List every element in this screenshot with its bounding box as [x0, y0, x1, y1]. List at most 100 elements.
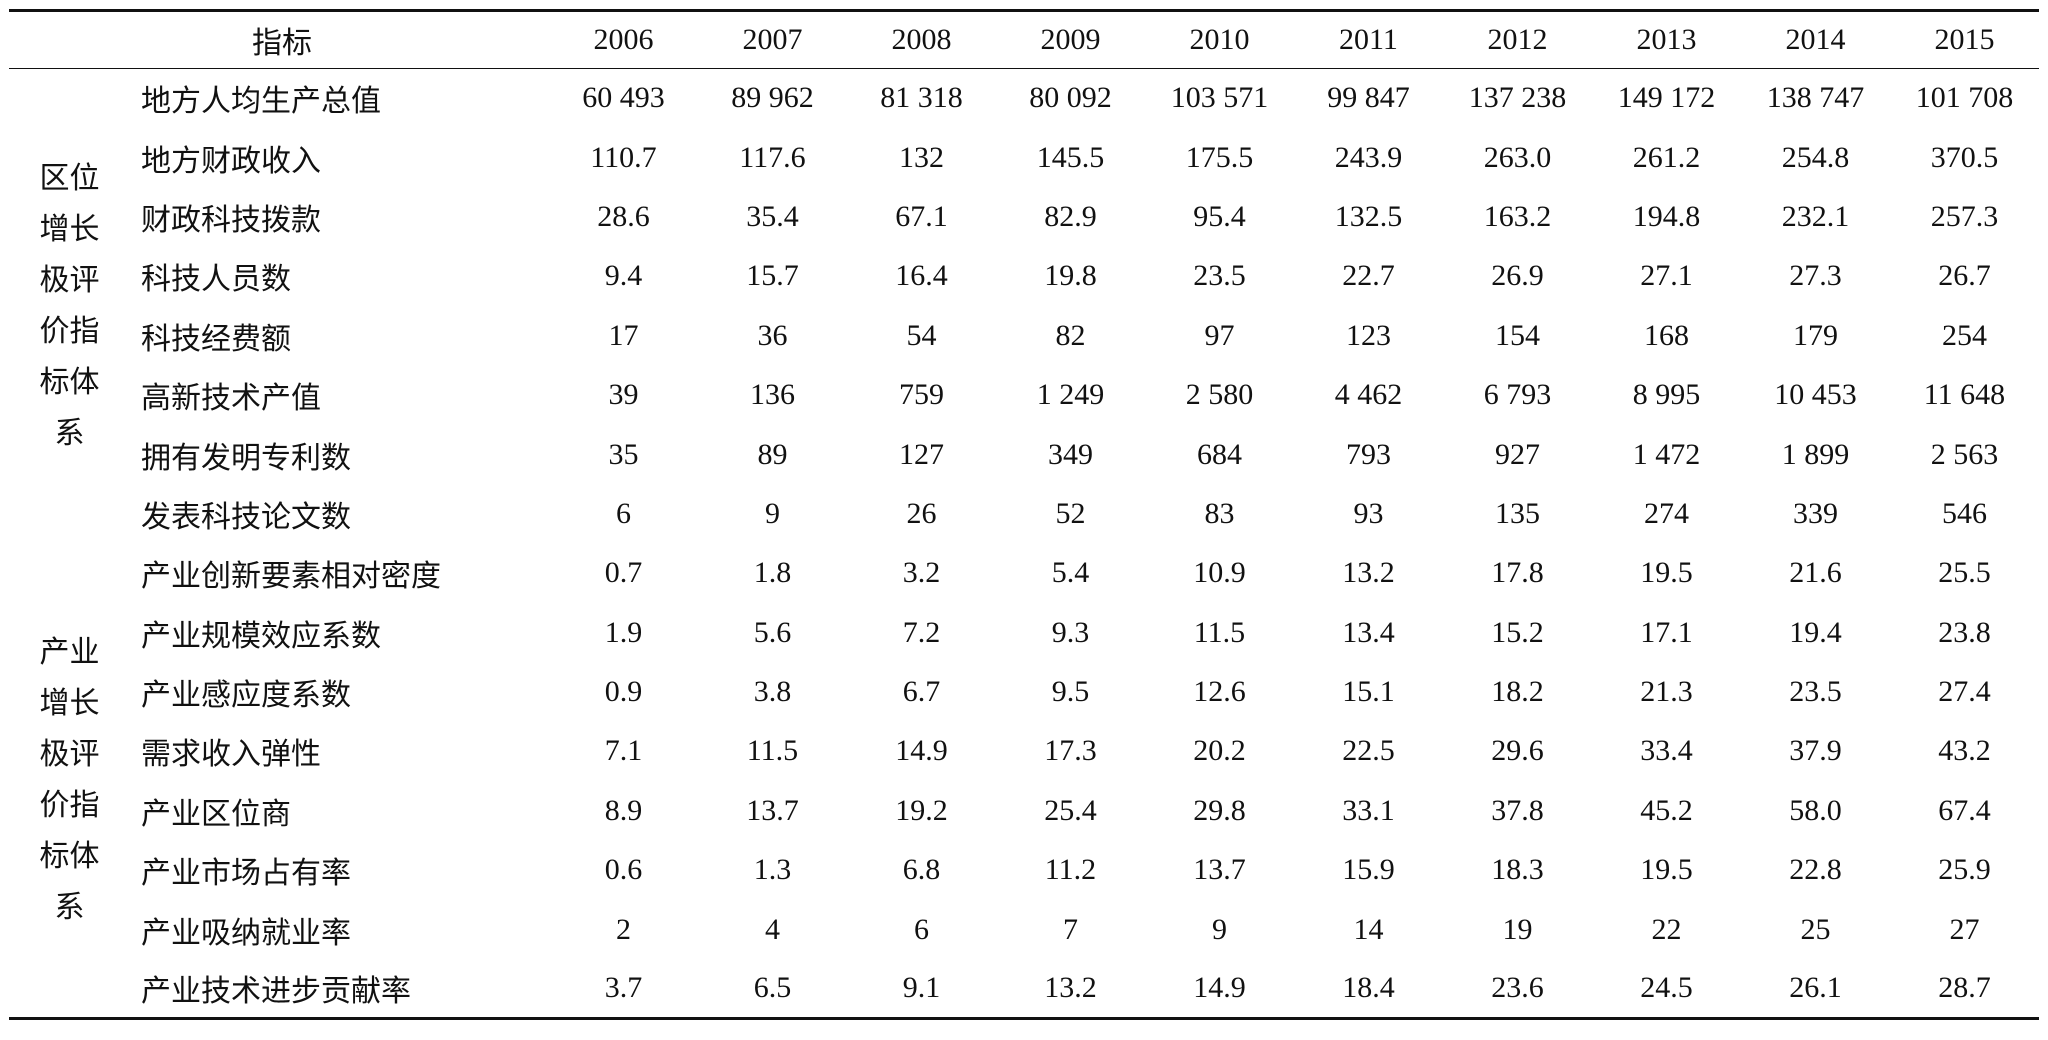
value-cell: 2 563	[1930, 437, 1999, 471]
value-cell: 4	[765, 912, 780, 946]
table-row: 需求收入弹性 7.1 11.5 14.9 17.3 20.2 22.5 29.6 33.4 37.…	[9, 722, 2039, 781]
value-cell: 80 092	[1029, 81, 1112, 115]
value-cell: 13.2	[1342, 556, 1395, 590]
value-cell: 8 995	[1632, 378, 1701, 412]
year-header: 2006	[593, 23, 654, 56]
data-table: 指标 2006 2007 2008 2009 2010 2011 2012 2013 2014 20…	[9, 9, 2039, 1020]
group-label: 产业增长极评价指标体系	[39, 636, 100, 925]
value-cell: 20.2	[1193, 734, 1246, 768]
year-header: 2009	[1040, 23, 1101, 56]
year-header: 2013	[1636, 23, 1697, 56]
value-cell: 927	[1495, 437, 1540, 471]
table-row: 产业技术进步贡献率 3.7 6.5 9.1 13.2 14.9 18.4 23.6 24.5 26…	[9, 959, 2039, 1019]
table-row: 产业感应度系数 0.9 3.8 6.7 9.5 12.6 15.1 18.2 21.3 23.5 2…	[9, 662, 2039, 721]
value-cell: 99 847	[1327, 81, 1410, 115]
value-cell: 23.5	[1193, 259, 1246, 293]
value-cell: 23.6	[1491, 971, 1544, 1005]
value-cell: 13.7	[1193, 853, 1246, 887]
value-cell: 15.9	[1342, 853, 1395, 887]
year-header: 2015	[1934, 23, 1995, 56]
value-cell: 9.1	[902, 971, 941, 1005]
value-cell: 349	[1048, 437, 1093, 471]
value-cell: 10 453	[1774, 378, 1857, 412]
value-cell: 43.2	[1938, 734, 1991, 768]
value-cell: 17.8	[1491, 556, 1544, 590]
value-cell: 21.3	[1640, 675, 1693, 709]
value-cell: 6.7	[902, 675, 941, 709]
value-cell: 28.6	[597, 199, 650, 233]
header-row: 指标 2006 2007 2008 2009 2010 2011 2012 2013 2014 20…	[9, 10, 2039, 69]
value-cell: 257.3	[1930, 199, 1999, 233]
value-cell: 97	[1204, 318, 1235, 352]
indicator-name: 产业规模效应系数	[141, 619, 381, 653]
indicator-name: 高新技术产值	[141, 382, 321, 416]
value-cell: 684	[1197, 437, 1242, 471]
value-cell: 135	[1495, 496, 1540, 530]
value-cell: 163.2	[1483, 199, 1552, 233]
value-cell: 254.8	[1781, 140, 1850, 174]
value-cell: 22.7	[1342, 259, 1395, 293]
value-cell: 5.6	[753, 615, 792, 649]
value-cell: 6	[616, 496, 631, 530]
value-cell: 6	[914, 912, 929, 946]
value-cell: 13.2	[1044, 971, 1097, 1005]
table-row: 产业吸纳就业率 2 4 6 7 9 14 19 22 25 27	[9, 900, 2039, 959]
indicator-name: 地方人均生产总值	[141, 85, 381, 119]
value-cell: 127	[899, 437, 944, 471]
value-cell: 15.1	[1342, 675, 1395, 709]
table-row: 拥有发明专利数 35 89 127 349 684 793 927 1 472 1 899 2 56…	[9, 425, 2039, 484]
value-cell: 17	[608, 318, 639, 352]
table-row: 地方财政收入 110.7 117.6 132 145.5 175.5 243.9 263.0 2…	[9, 128, 2039, 187]
indicator-name: 地方财政收入	[141, 144, 321, 178]
value-cell: 2 580	[1185, 378, 1254, 412]
value-cell: 132.5	[1334, 199, 1403, 233]
value-cell: 36	[757, 318, 788, 352]
value-cell: 18.2	[1491, 675, 1544, 709]
value-cell: 13.4	[1342, 615, 1395, 649]
value-cell: 19.2	[895, 793, 948, 827]
value-cell: 175.5	[1185, 140, 1254, 174]
value-cell: 793	[1346, 437, 1391, 471]
value-cell: 25.5	[1938, 556, 1991, 590]
indicator-name: 发表科技论文数	[141, 500, 351, 534]
value-cell: 23.8	[1938, 615, 1991, 649]
value-cell: 0.6	[604, 853, 643, 887]
value-cell: 123	[1346, 318, 1391, 352]
table-row: 产业增长极评价指标体系 产业创新要素相对密度 0.7 1.8 3.2 5.4 10.9 13.…	[9, 544, 2039, 924]
table-row: 产业区位商 8.9 13.7 19.2 25.4 29.8 33.1 37.8 45.2 58.0…	[9, 781, 2039, 840]
value-cell: 37.9	[1789, 734, 1842, 768]
value-cell: 370.5	[1930, 140, 1999, 174]
value-cell: 33.4	[1640, 734, 1693, 768]
year-header: 2014	[1785, 23, 1846, 56]
value-cell: 7.2	[902, 615, 941, 649]
value-cell: 95.4	[1193, 199, 1246, 233]
value-cell: 11.5	[746, 734, 799, 768]
indicator-name: 财政科技拨款	[141, 203, 321, 237]
value-cell: 263.0	[1483, 140, 1552, 174]
value-cell: 6.8	[902, 853, 941, 887]
value-cell: 17.1	[1640, 615, 1693, 649]
value-cell: 138 747	[1766, 81, 1865, 115]
value-cell: 19	[1502, 912, 1533, 946]
value-cell: 145.5	[1036, 140, 1105, 174]
value-cell: 1 472	[1632, 437, 1701, 471]
value-cell: 13.7	[746, 793, 799, 827]
indicator-name: 产业区位商	[141, 797, 291, 831]
value-cell: 16.4	[895, 259, 948, 293]
value-cell: 25	[1800, 912, 1831, 946]
group-label: 区位增长极评价指标体系	[39, 162, 100, 451]
value-cell: 7.1	[604, 734, 643, 768]
value-cell: 1.9	[604, 615, 643, 649]
indicator-name: 产业市场占有率	[141, 857, 351, 891]
value-cell: 132	[899, 140, 944, 174]
group-cell: 产业增长极评价指标体系	[9, 544, 130, 1019]
value-cell: 4 462	[1334, 378, 1403, 412]
value-cell: 82.9	[1044, 199, 1097, 233]
group-header	[9, 11, 130, 69]
value-cell: 35	[608, 437, 639, 471]
value-cell: 6.5	[753, 971, 792, 1005]
table-row: 高新技术产值 39 136 759 1 249 2 580 4 462 6 793 8 995 1…	[9, 365, 2039, 424]
value-cell: 117.6	[739, 140, 806, 174]
value-cell: 194.8	[1632, 199, 1701, 233]
